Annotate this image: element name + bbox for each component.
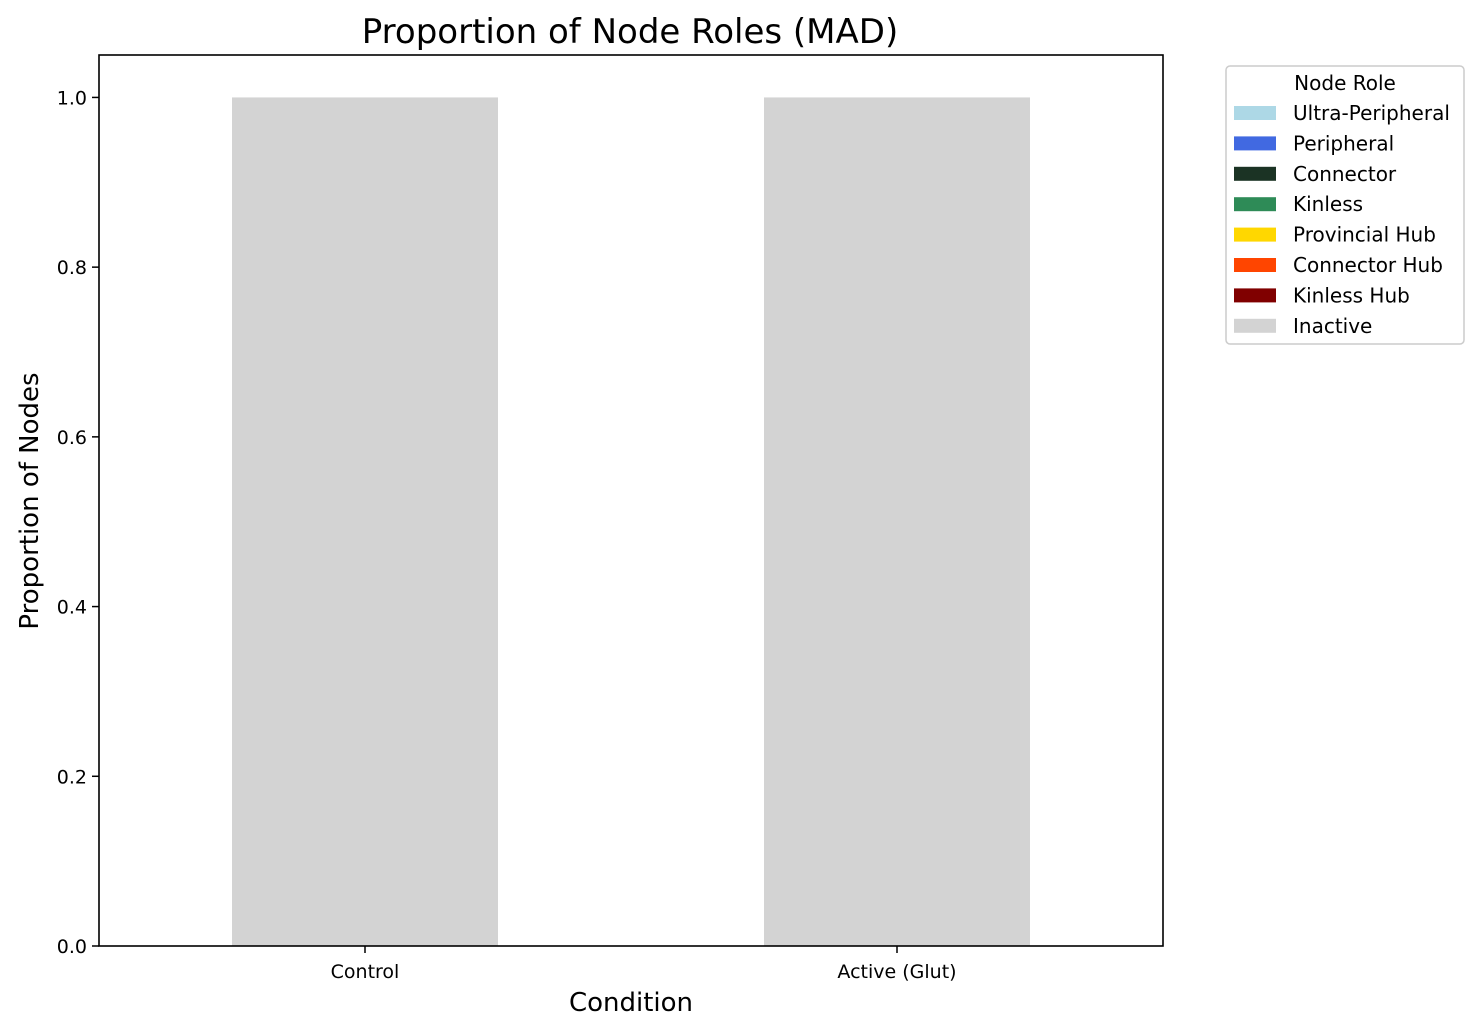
y-tick-label: 0.6 — [57, 427, 87, 449]
y-axis-label: Proportion of Nodes — [15, 372, 45, 629]
legend-label: Peripheral — [1293, 131, 1394, 155]
legend-swatch — [1234, 258, 1276, 272]
legend-label: Connector — [1293, 162, 1397, 186]
legend: Node Role Ultra-Peripheral Peripheral Conn… — [1225, 65, 1465, 345]
legend-label: Ultra-Peripheral — [1293, 101, 1450, 125]
bar-inactive-0 — [232, 97, 498, 946]
legend-label: Provincial Hub — [1293, 223, 1436, 247]
legend-title: Node Role — [1294, 71, 1396, 95]
legend-items: Ultra-Peripheral Peripheral Connector Kinle… — [1234, 101, 1450, 338]
legend-swatch — [1234, 288, 1276, 303]
legend-swatch — [1234, 227, 1276, 242]
legend-swatch — [1234, 166, 1276, 181]
legend-frame — [1225, 65, 1465, 345]
legend-label: Inactive — [1293, 314, 1372, 338]
x-axis-ticks: Control Active (Glut) — [331, 946, 957, 983]
x-axis-label: Condition — [569, 988, 693, 1018]
legend-label: Kinless — [1293, 192, 1363, 216]
chart-title: Proportion of Node Roles (MAD) — [362, 12, 898, 52]
legend-label: Kinless Hub — [1293, 283, 1410, 307]
x-tick-label: Active (Glut) — [837, 961, 956, 983]
bar-inactive-1 — [764, 97, 1030, 946]
y-tick-label: 0.8 — [57, 257, 87, 279]
x-tick-label: Control — [331, 961, 400, 983]
bars-layer — [232, 97, 1030, 946]
y-tick-label: 1.0 — [57, 87, 87, 109]
legend-swatch — [1234, 106, 1276, 120]
legend-label: Connector Hub — [1293, 253, 1443, 277]
y-axis-ticks: 0.0 0.2 0.4 0.6 0.8 1.0 — [57, 87, 99, 958]
legend-swatch — [1234, 136, 1276, 151]
y-tick-label: 0.4 — [57, 597, 87, 619]
y-tick-label: 0.0 — [57, 936, 87, 958]
legend-swatch — [1234, 197, 1276, 212]
legend-swatch — [1234, 318, 1276, 333]
plot-frame — [98, 54, 1164, 947]
y-tick-label: 0.2 — [57, 766, 87, 788]
